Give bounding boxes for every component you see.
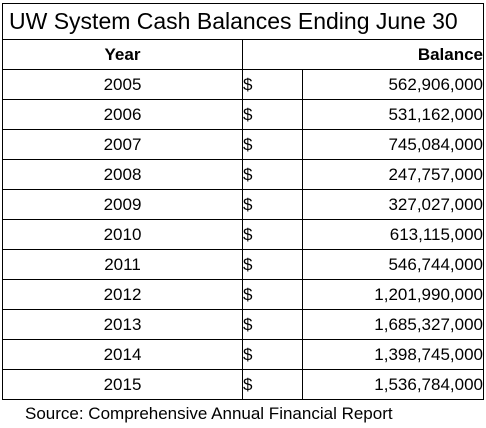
table-row: 2011 $546,744,000 [2,249,485,280]
year-cell: 2007 [2,129,243,160]
table-title: UW System Cash Balances Ending June 30 [1,3,485,40]
balance-cell: 247,757,000 [301,159,485,190]
table-row: 2005 $562,906,000 [2,69,485,100]
currency-symbol: $ [242,279,303,310]
table-row: 2009 $327,027,000 [2,189,485,220]
year-cell: 2011 [2,249,243,280]
balance-cell: 1,201,990,000 [301,279,485,310]
source-note: Source: Comprehensive Annual Financial R… [25,404,393,423]
balance-cell: 745,084,000 [301,129,485,160]
table-row: 2006 $531,162,000 [2,99,485,130]
year-cell: 2012 [2,279,243,310]
table-row: 2013 $1,685,327,000 [2,309,485,340]
currency-symbol: $ [242,189,303,220]
balance-cell: 562,906,000 [301,69,485,100]
currency-symbol: $ [242,99,303,130]
cash-balance-sheet: UW System Cash Balances Ending June 30 Y… [1,3,485,400]
cash-balances-table: UW System Cash Balances Ending June 30 Y… [1,3,485,400]
currency-symbol: $ [242,339,303,370]
balance-cell: 546,744,000 [301,249,485,280]
table-row: 2007 $745,084,000 [2,129,485,160]
table-row: 2015 $1,536,784,000 [2,369,485,400]
table-row: 2008 $247,757,000 [2,159,485,190]
year-column-header: Year [2,39,243,70]
table-row: 2014 $1,398,745,000 [2,339,485,370]
year-cell: 2005 [2,69,243,100]
balance-cell: 531,162,000 [301,99,485,130]
currency-symbol: $ [242,369,303,400]
currency-symbol: $ [242,159,303,190]
table-body: 2005 $562,906,000 2006 $531,162,000 2007 $745… [2,69,485,400]
year-cell: 2008 [2,159,243,190]
balance-cell: 613,115,000 [301,219,485,250]
balance-cell: 1,536,784,000 [301,369,485,400]
table-row: 2012 $1,201,990,000 [2,279,485,310]
year-cell: 2015 [2,369,243,400]
title-row: UW System Cash Balances Ending June 30 [1,3,485,40]
balance-column-header: Balance [241,39,485,70]
currency-symbol: $ [242,129,303,160]
currency-symbol: $ [242,69,303,100]
table-row: 2010 $613,115,000 [2,219,485,250]
balance-cell: 327,027,000 [301,189,485,220]
balance-cell: 1,398,745,000 [301,339,485,370]
year-cell: 2009 [2,189,243,220]
header-row: Year Balance [2,39,485,70]
year-cell: 2010 [2,219,243,250]
currency-symbol: $ [242,249,303,280]
year-cell: 2013 [2,309,243,340]
year-cell: 2014 [2,339,243,370]
year-cell: 2006 [2,99,243,130]
currency-symbol: $ [242,309,303,340]
balance-cell: 1,685,327,000 [301,309,485,340]
currency-symbol: $ [242,219,303,250]
